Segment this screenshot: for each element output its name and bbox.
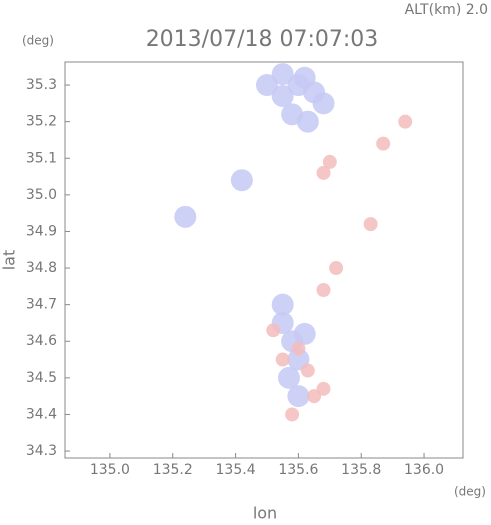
y-tick-label: 34.3 (26, 443, 57, 459)
y-tick-label: 35.3 (26, 77, 57, 93)
y-tick-label: 34.6 (26, 333, 57, 349)
echo-blob (287, 385, 310, 408)
echo-blob (285, 407, 300, 422)
echo-blob (266, 323, 281, 338)
echo-blob (398, 114, 413, 129)
echo-blob (316, 381, 331, 396)
y-tick-label: 34.8 (26, 260, 57, 276)
x-tick-label: 135.2 (153, 462, 193, 478)
y-tick-label: 34.5 (26, 370, 57, 386)
x-tick-label: 135.0 (90, 462, 130, 478)
x-tick-label: 135.8 (341, 462, 381, 478)
y-tick-label: 34.7 (26, 297, 57, 313)
altitude-label: ALT(km) 2.0 (405, 2, 488, 18)
echo-blob (271, 63, 294, 86)
chart-title: 2013/07/18 07:07:03 (146, 27, 379, 52)
y-tick-label: 35.1 (26, 150, 57, 166)
echo-blob (322, 154, 337, 169)
echo-blob (255, 74, 278, 97)
x-unit: (deg) (454, 485, 486, 499)
y-axis-label: lat (0, 250, 19, 271)
x-tick-label: 136.0 (404, 462, 444, 478)
echo-blob (230, 169, 253, 192)
echo-blob (277, 366, 300, 389)
echo-blob (296, 110, 319, 133)
y-tick-label: 35.2 (26, 114, 57, 130)
x-axis-label: lon (253, 504, 277, 522)
y-tick-label: 34.4 (26, 406, 57, 422)
y-tick-label: 34.9 (26, 223, 57, 239)
echo-blob (300, 363, 315, 378)
echo-blob (271, 85, 294, 108)
echo-blob (271, 293, 294, 316)
echo-blob (293, 322, 316, 345)
echo-blob (376, 136, 391, 151)
echo-blob (316, 165, 331, 180)
y-tick-label: 35.0 (26, 187, 57, 203)
echo-blob (174, 205, 197, 228)
plot-frame (64, 61, 464, 459)
echo-blob (307, 389, 322, 404)
echo-blob (316, 283, 331, 298)
echo-blob (291, 341, 306, 356)
y-unit: (deg) (22, 34, 54, 48)
x-tick-label: 135.4 (216, 462, 256, 478)
x-tick-label: 135.6 (278, 462, 318, 478)
echo-blob (329, 261, 344, 276)
echo-blob (312, 92, 335, 115)
echo-blob (275, 352, 290, 367)
echo-blob (363, 217, 378, 232)
echo-blob (293, 66, 316, 89)
